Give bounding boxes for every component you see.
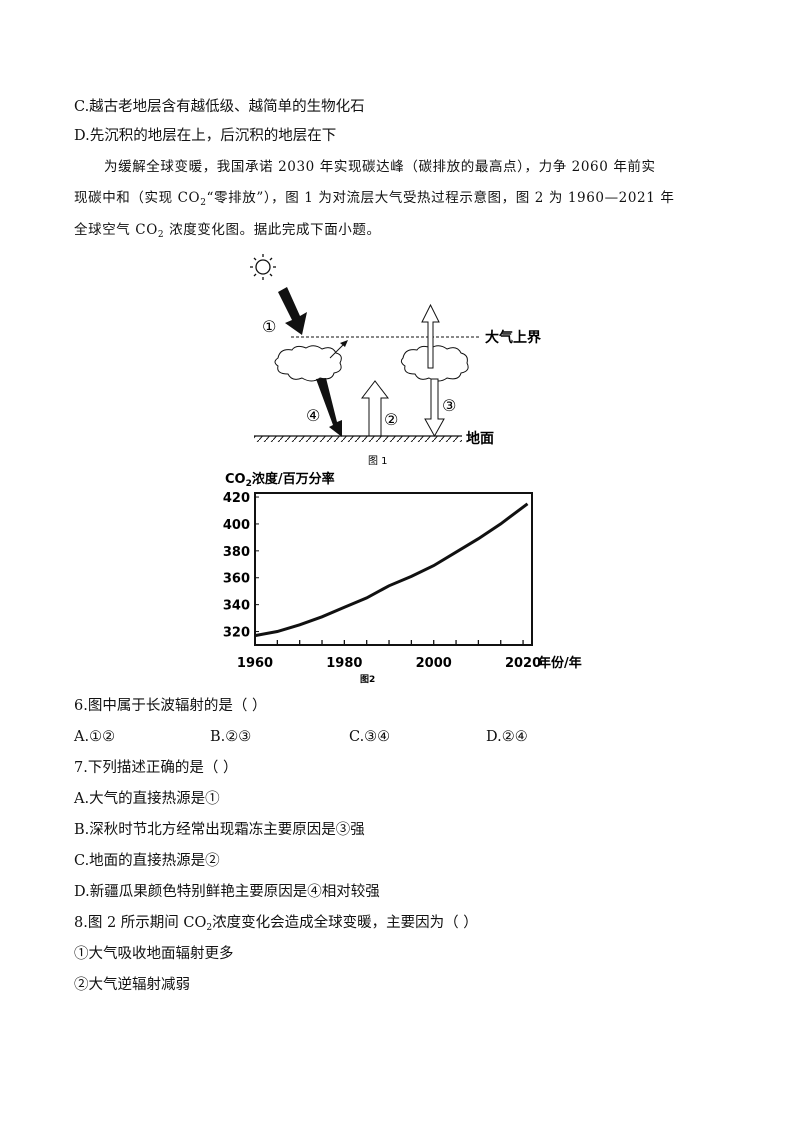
option-d-prev: D.先沉积的地层在上，后沉积的地层在下: [74, 128, 337, 144]
q6-option-a[interactable]: A.①②: [74, 729, 116, 745]
label-4: ④: [306, 406, 320, 425]
q7-option-b[interactable]: B.深秋时节北方经常出现霜冻主要原因是③强: [74, 822, 365, 838]
reflection-arrowhead: [340, 340, 348, 347]
arrow-2-ground-radiation: [360, 380, 390, 437]
q6-option-c[interactable]: C.③④: [349, 729, 391, 745]
q6-option-b[interactable]: B.②③: [210, 729, 252, 745]
q8-stem: 8.图 2 所示期间 CO2浓度变化会造成全球变暖，主要因为（ ）: [74, 915, 478, 933]
option-c-prev: C.越古老地层含有越低级、越简单的生物化石: [74, 99, 365, 115]
figure-1-diagram: 大气上界 ① ④ ② ③ 地面 图 1: [250, 254, 542, 467]
y-tick-label: 420: [223, 491, 250, 506]
figure-1-caption: 图 1: [368, 455, 388, 467]
q8-item-2: ②大气逆辐射减弱: [74, 977, 190, 993]
q7-option-c[interactable]: C.地面的直接热源是②: [74, 853, 220, 869]
x-tick-label: 2020: [505, 656, 541, 671]
arrow-3-up: [421, 303, 440, 369]
chart-xlabel: 年份/年: [538, 655, 582, 671]
figure-2-chart: CO2浓度/百万分率 1960 1980 2000 2020 320 340 360 380 4…: [223, 471, 582, 685]
top-of-atmosphere-label: 大气上界: [485, 329, 542, 346]
arrow-4-atmospheric-counter-radiation: [316, 378, 342, 437]
y-tick-label: 360: [223, 572, 250, 587]
x-tick-label: 1980: [326, 656, 362, 671]
q6-option-d[interactable]: D.②④: [486, 729, 528, 745]
cloud-left: [274, 345, 342, 382]
y-tick-label: 400: [223, 518, 250, 533]
x-tick-label: 1960: [237, 656, 273, 671]
y-tick-label: 340: [223, 599, 250, 614]
intro-line-2: 现碳中和（实现 CO2“零排放”），图 1 为对流层大气受热过程示意图，图 2 …: [74, 190, 675, 208]
intro-line-1: 为缓解全球变暖，我国承诺 2030 年实现碳达峰（碳排放的最高点），力争 206…: [104, 159, 656, 175]
intro-line-3: 全球空气 CO2 浓度变化图。据此完成下面小题。: [74, 222, 381, 240]
label-2: ②: [384, 410, 398, 429]
sun-icon: [250, 254, 276, 280]
q8-item-1: ①大气吸收地面辐射更多: [74, 946, 234, 962]
ground-label: 地面: [466, 430, 494, 447]
q7-option-d[interactable]: D.新疆瓜果颜色特别鲜艳主要原因是④相对较强: [74, 884, 380, 900]
x-tick-label: 2000: [416, 656, 452, 671]
label-1: ①: [262, 317, 276, 336]
ground-hatch: [254, 436, 462, 442]
co2-series-line: [254, 502, 529, 638]
y-tick-label: 380: [223, 545, 250, 560]
figure-2-caption: 图2: [360, 674, 375, 685]
q6-stem: 6.图中属于长波辐射的是（ ）: [74, 698, 267, 714]
label-3: ③: [442, 396, 456, 415]
q7-option-a[interactable]: A.大气的直接热源是①: [74, 791, 220, 807]
chart-ylabel: CO2浓度/百万分率: [225, 471, 335, 489]
arrow-1-solar-radiation: [278, 287, 307, 335]
y-tick-label: 320: [223, 626, 250, 641]
reflection-arrow: [329, 342, 346, 359]
q7-stem: 7.下列描述正确的是（ ）: [74, 760, 238, 776]
plot-frame: [254, 492, 533, 646]
arrow-3-down: [424, 378, 445, 438]
